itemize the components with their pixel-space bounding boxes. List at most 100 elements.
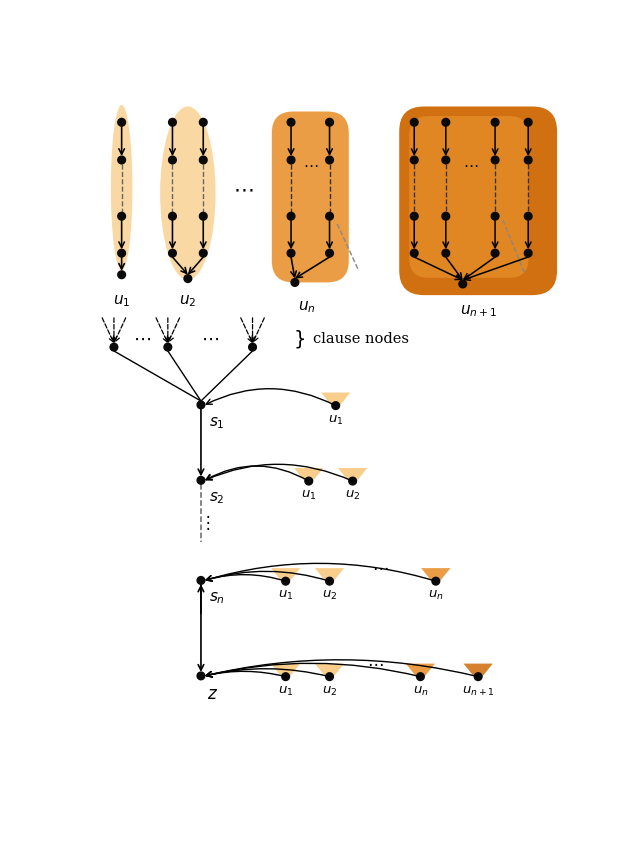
Text: $u_n$: $u_n$ [428,589,444,601]
Circle shape [442,213,450,221]
Circle shape [118,119,125,127]
FancyBboxPatch shape [409,117,529,278]
Text: $u_1$: $u_1$ [328,413,344,426]
Circle shape [474,673,482,681]
Text: $u_n$: $u_n$ [298,299,316,315]
Text: $s_1$: $s_1$ [209,415,224,430]
Ellipse shape [111,106,132,271]
Circle shape [417,673,424,681]
Circle shape [410,250,418,258]
Circle shape [249,344,257,351]
Circle shape [492,119,499,127]
Circle shape [200,157,207,165]
Polygon shape [338,468,367,484]
Circle shape [287,157,295,165]
Circle shape [168,119,176,127]
Text: $\cdots$: $\cdots$ [303,158,318,171]
Polygon shape [294,468,323,484]
Text: $u_{n+1}$: $u_{n+1}$ [460,303,497,319]
Circle shape [442,250,450,258]
Text: $s_2$: $s_2$ [209,490,224,506]
Circle shape [287,119,295,127]
Circle shape [168,213,176,221]
Text: clause nodes: clause nodes [312,332,408,345]
Circle shape [326,119,333,127]
Circle shape [326,213,333,221]
Circle shape [118,157,125,165]
Polygon shape [271,568,300,583]
Text: $u_1$: $u_1$ [278,589,293,601]
Circle shape [168,250,176,258]
Circle shape [197,577,205,584]
Circle shape [326,250,333,258]
Circle shape [349,478,356,485]
Text: $u_2$: $u_2$ [322,684,337,697]
Circle shape [332,403,340,410]
Polygon shape [463,664,493,679]
Circle shape [200,119,207,127]
Circle shape [492,157,499,165]
Text: $u_2$: $u_2$ [322,589,337,601]
Text: $\cdots$: $\cdots$ [367,653,384,670]
Circle shape [410,119,418,127]
Text: $z$: $z$ [207,685,218,702]
Text: $\cdots$: $\cdots$ [233,181,253,200]
Circle shape [282,577,289,585]
Circle shape [164,344,172,351]
Text: $u_1$: $u_1$ [113,293,131,309]
Circle shape [442,157,450,165]
Text: $u_2$: $u_2$ [345,489,360,502]
Text: $u_1$: $u_1$ [301,489,316,502]
FancyBboxPatch shape [272,113,349,283]
Text: $s_n$: $s_n$ [209,590,225,606]
Circle shape [492,250,499,258]
Circle shape [118,271,125,279]
Circle shape [110,344,118,351]
Circle shape [168,157,176,165]
Text: $\vdots$: $\vdots$ [199,512,211,531]
Circle shape [410,157,418,165]
Circle shape [432,577,440,585]
Circle shape [197,402,205,409]
Circle shape [118,213,125,221]
Circle shape [287,250,295,258]
Circle shape [184,276,192,283]
Circle shape [326,157,333,165]
Text: $\cdots$: $\cdots$ [463,158,478,171]
Circle shape [197,477,205,485]
Text: $\cdots$: $\cdots$ [201,329,219,347]
Polygon shape [406,664,435,679]
Polygon shape [315,568,344,583]
Circle shape [459,281,467,288]
Circle shape [287,213,295,221]
FancyBboxPatch shape [399,107,557,296]
Text: $u_n$: $u_n$ [413,684,428,697]
Polygon shape [271,664,300,679]
Circle shape [305,478,312,485]
Circle shape [200,213,207,221]
Ellipse shape [160,107,216,281]
Circle shape [291,279,299,287]
Text: $\}$: $\}$ [293,328,305,350]
Circle shape [410,213,418,221]
Text: $u_{n+1}$: $u_{n+1}$ [462,684,495,697]
Text: $u_2$: $u_2$ [179,293,196,309]
Circle shape [442,119,450,127]
Circle shape [524,250,532,258]
Circle shape [118,250,125,258]
Polygon shape [321,393,350,409]
Circle shape [524,119,532,127]
Text: $\cdots$: $\cdots$ [132,329,150,347]
Circle shape [282,673,289,681]
Circle shape [326,577,333,585]
Polygon shape [315,664,344,679]
Circle shape [326,673,333,681]
Circle shape [524,157,532,165]
Polygon shape [421,568,451,583]
Circle shape [200,250,207,258]
Circle shape [492,213,499,221]
Text: $u_1$: $u_1$ [278,684,293,697]
Text: $\cdots$: $\cdots$ [372,559,388,576]
Circle shape [197,672,205,680]
Circle shape [524,213,532,221]
